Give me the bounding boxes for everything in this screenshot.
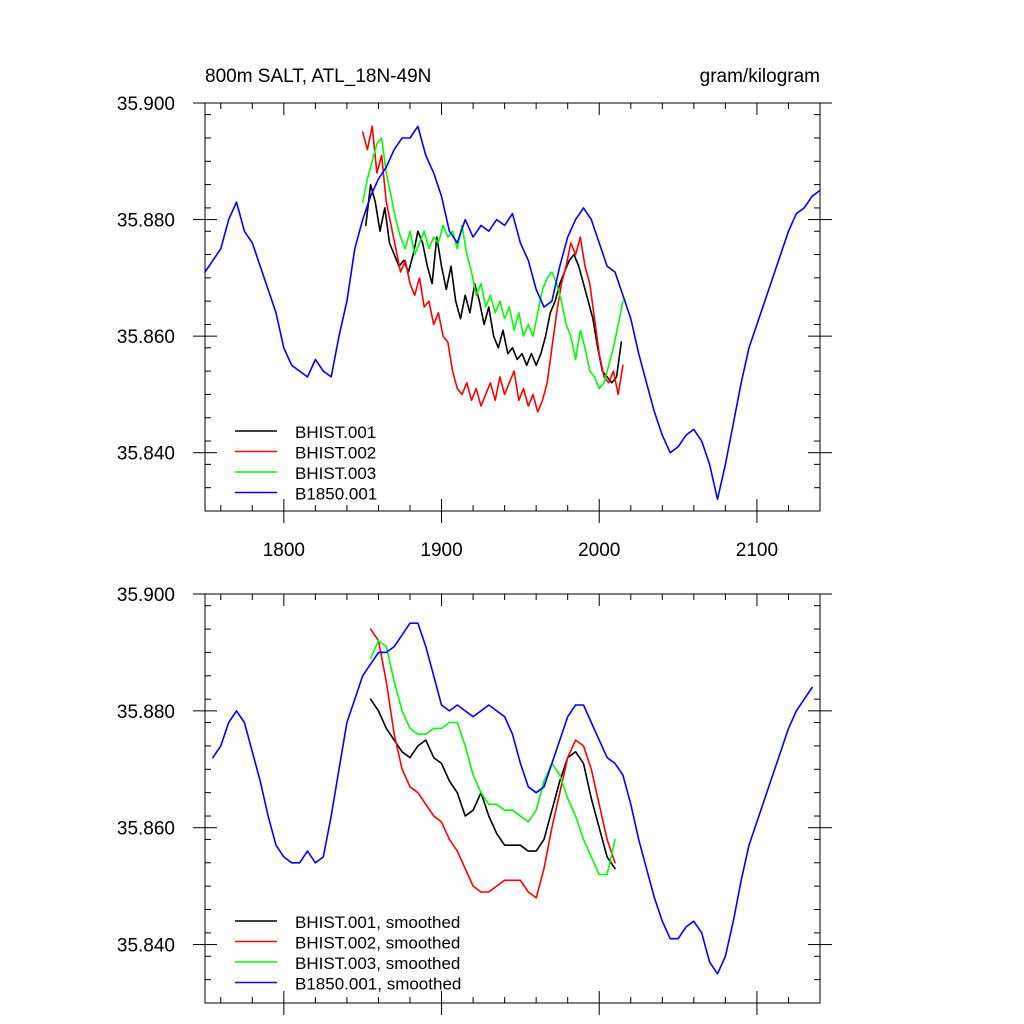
- legend-label: BHIST.001: [295, 423, 376, 442]
- legend-label: BHIST.003: [295, 464, 376, 483]
- series-line-4: [204, 125, 821, 501]
- y-tick-label: 35.900: [117, 585, 175, 606]
- x-tick-label: 1800: [263, 540, 305, 561]
- axes: 35.840 35.860 35.880 35.900: [117, 585, 832, 1015]
- legend-label: B1850.001, smoothed: [295, 975, 461, 994]
- series-line-1: [369, 698, 616, 870]
- y-tick-label: 35.900: [117, 94, 175, 115]
- y-tick-label: 35.840: [117, 444, 175, 465]
- series-line-3: [361, 137, 624, 390]
- axes: 1800 1900 2000 2100 35.840 35.860 35.880 35.900: [117, 94, 832, 561]
- plot-frame: [204, 593, 821, 1004]
- y-tick-label: 35.840: [117, 936, 175, 957]
- legend-label: B1850.001: [295, 485, 377, 504]
- y-tick-label: 35.880: [117, 211, 175, 232]
- series-line-4: [212, 622, 813, 975]
- y-tick-label: 35.880: [117, 702, 175, 723]
- legend-label: BHIST.002: [295, 444, 376, 463]
- x-tick-label: 2000: [578, 540, 620, 561]
- x-tick-label: 1900: [420, 540, 462, 561]
- legend-label: BHIST.001, smoothed: [295, 913, 460, 932]
- series-line-3: [369, 639, 616, 876]
- series-line-2: [361, 125, 624, 413]
- legend-label: BHIST.003, smoothed: [295, 954, 460, 973]
- legend: BHIST.001, smoothed BHIST.002, smoothedBH…: [235, 913, 461, 994]
- series-line-1: [364, 183, 623, 384]
- chart-title: 800m SALT, ATL_18N-49N: [205, 66, 431, 87]
- plot-frame: [204, 102, 821, 512]
- series-line-2: [369, 628, 616, 899]
- bottom-chart-panel: 35.840 35.860 35.880 35.900 BHIST.001, smoo…: [117, 585, 832, 1015]
- y-tick-label: 35.860: [117, 819, 175, 840]
- series-group: [212, 622, 813, 975]
- legend-label: BHIST.002, smoothed: [295, 934, 460, 953]
- series-group: [204, 125, 821, 501]
- x-tick-label: 2100: [736, 540, 778, 561]
- y-tick-label: 35.860: [117, 327, 175, 348]
- top-chart-panel: 800m SALT, ATL_18N-49N gram/kilogram 180…: [117, 66, 832, 561]
- chart-units: gram/kilogram: [700, 66, 820, 87]
